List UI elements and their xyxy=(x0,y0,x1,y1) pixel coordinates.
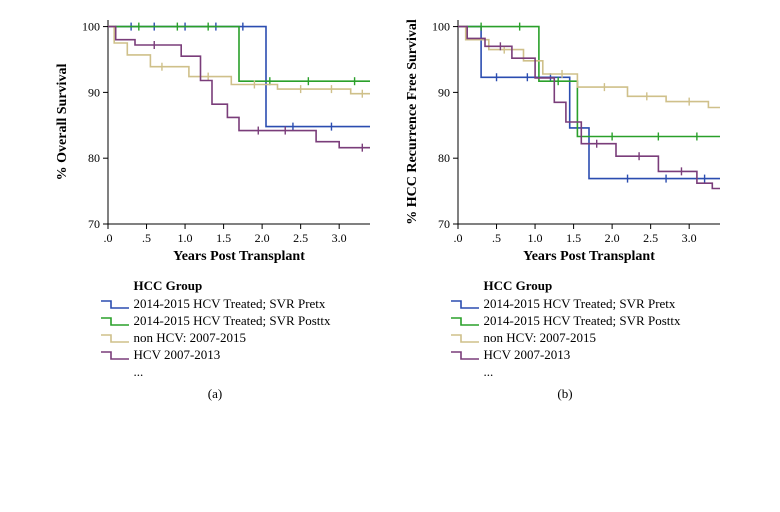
svg-text:.0: .0 xyxy=(454,231,463,245)
survival-figure: 70 80 90 100 .0 .5 1.0 1.5 2.0 2.5 3.0 % Overall Su… xyxy=(10,10,770,402)
panel-a: 70 80 90 100 .0 .5 1.0 1.5 2.0 2.5 3.0 % Overall Su… xyxy=(50,10,380,402)
panel-tag: (b) xyxy=(557,386,572,402)
legend: HCC Group 2014-2015 HCV Treated; SVR Pret… xyxy=(450,278,681,380)
legend-swatch-posttx xyxy=(100,314,130,328)
x-axis-label: Years Post Transplant xyxy=(523,249,655,264)
legend-extra: ... xyxy=(134,364,331,381)
svg-text:90: 90 xyxy=(88,85,100,99)
legend-label-nonhcv: non HCV: 2007-2015 xyxy=(484,330,596,347)
panel-b: 70 80 90 100 .0 .5 1.0 1.5 2.0 2.5 3.0 % HCC Recurr… xyxy=(400,10,730,402)
svg-text:.0: .0 xyxy=(104,231,113,245)
svg-text:80: 80 xyxy=(88,151,100,165)
legend-swatch-posttx xyxy=(450,314,480,328)
km-plot-1: 70 80 90 100 .0 .5 1.0 1.5 2.0 2.5 3.0 % HCC Recurr… xyxy=(400,10,730,270)
series-posttx xyxy=(458,27,720,137)
km-plot-0: 70 80 90 100 .0 .5 1.0 1.5 2.0 2.5 3.0 % Overall Su… xyxy=(50,10,380,270)
legend-item-hcv0713: HCV 2007-2013 xyxy=(100,347,331,364)
svg-text:3.0: 3.0 xyxy=(332,231,347,245)
svg-text:1.0: 1.0 xyxy=(528,231,543,245)
legend-label-hcv0713: HCV 2007-2013 xyxy=(134,347,221,364)
svg-text:90: 90 xyxy=(438,85,450,99)
legend-swatch-hcv0713 xyxy=(100,348,130,362)
legend-title: HCC Group xyxy=(134,278,331,294)
legend-extra: ... xyxy=(484,364,681,381)
legend-label-pretx: 2014-2015 HCV Treated; SVR Pretx xyxy=(134,296,326,313)
legend-item-pretx: 2014-2015 HCV Treated; SVR Pretx xyxy=(100,296,331,313)
svg-text:2.0: 2.0 xyxy=(605,231,620,245)
panel-tag: (a) xyxy=(208,386,222,402)
legend-label-pretx: 2014-2015 HCV Treated; SVR Pretx xyxy=(484,296,676,313)
series-posttx xyxy=(108,27,370,82)
series-nonhcv xyxy=(458,27,720,108)
legend-item-nonhcv: non HCV: 2007-2015 xyxy=(450,330,681,347)
legend-item-posttx: 2014-2015 HCV Treated; SVR Posttx xyxy=(100,313,331,330)
legend: HCC Group 2014-2015 HCV Treated; SVR Pret… xyxy=(100,278,331,380)
legend-title: HCC Group xyxy=(484,278,681,294)
legend-swatch-hcv0713 xyxy=(450,348,480,362)
legend-item-posttx: 2014-2015 HCV Treated; SVR Posttx xyxy=(450,313,681,330)
svg-text:2.5: 2.5 xyxy=(643,231,658,245)
svg-text:.5: .5 xyxy=(492,231,501,245)
legend-item-nonhcv: non HCV: 2007-2015 xyxy=(100,330,331,347)
svg-text:1.5: 1.5 xyxy=(216,231,231,245)
y-axis-label: % HCC Recurrence Free Survival xyxy=(405,19,420,225)
svg-text:.5: .5 xyxy=(142,231,151,245)
svg-text:70: 70 xyxy=(88,217,100,231)
legend-swatch-pretx xyxy=(100,297,130,311)
legend-item-hcv0713: HCV 2007-2013 xyxy=(450,347,681,364)
legend-label-hcv0713: HCV 2007-2013 xyxy=(484,347,571,364)
legend-label-posttx: 2014-2015 HCV Treated; SVR Posttx xyxy=(134,313,331,330)
legend-swatch-pretx xyxy=(450,297,480,311)
svg-text:70: 70 xyxy=(438,217,450,231)
svg-text:3.0: 3.0 xyxy=(682,231,697,245)
y-axis-label: % Overall Survival xyxy=(55,64,70,181)
svg-text:80: 80 xyxy=(438,151,450,165)
svg-text:100: 100 xyxy=(432,20,450,34)
svg-text:1.0: 1.0 xyxy=(178,231,193,245)
legend-swatch-nonhcv xyxy=(100,331,130,345)
legend-item-pretx: 2014-2015 HCV Treated; SVR Pretx xyxy=(450,296,681,313)
x-axis-label: Years Post Transplant xyxy=(173,249,305,264)
svg-text:1.5: 1.5 xyxy=(566,231,581,245)
svg-text:100: 100 xyxy=(82,20,100,34)
legend-label-nonhcv: non HCV: 2007-2015 xyxy=(134,330,246,347)
svg-text:2.0: 2.0 xyxy=(255,231,270,245)
svg-text:2.5: 2.5 xyxy=(293,231,308,245)
legend-label-posttx: 2014-2015 HCV Treated; SVR Posttx xyxy=(484,313,681,330)
legend-swatch-nonhcv xyxy=(450,331,480,345)
